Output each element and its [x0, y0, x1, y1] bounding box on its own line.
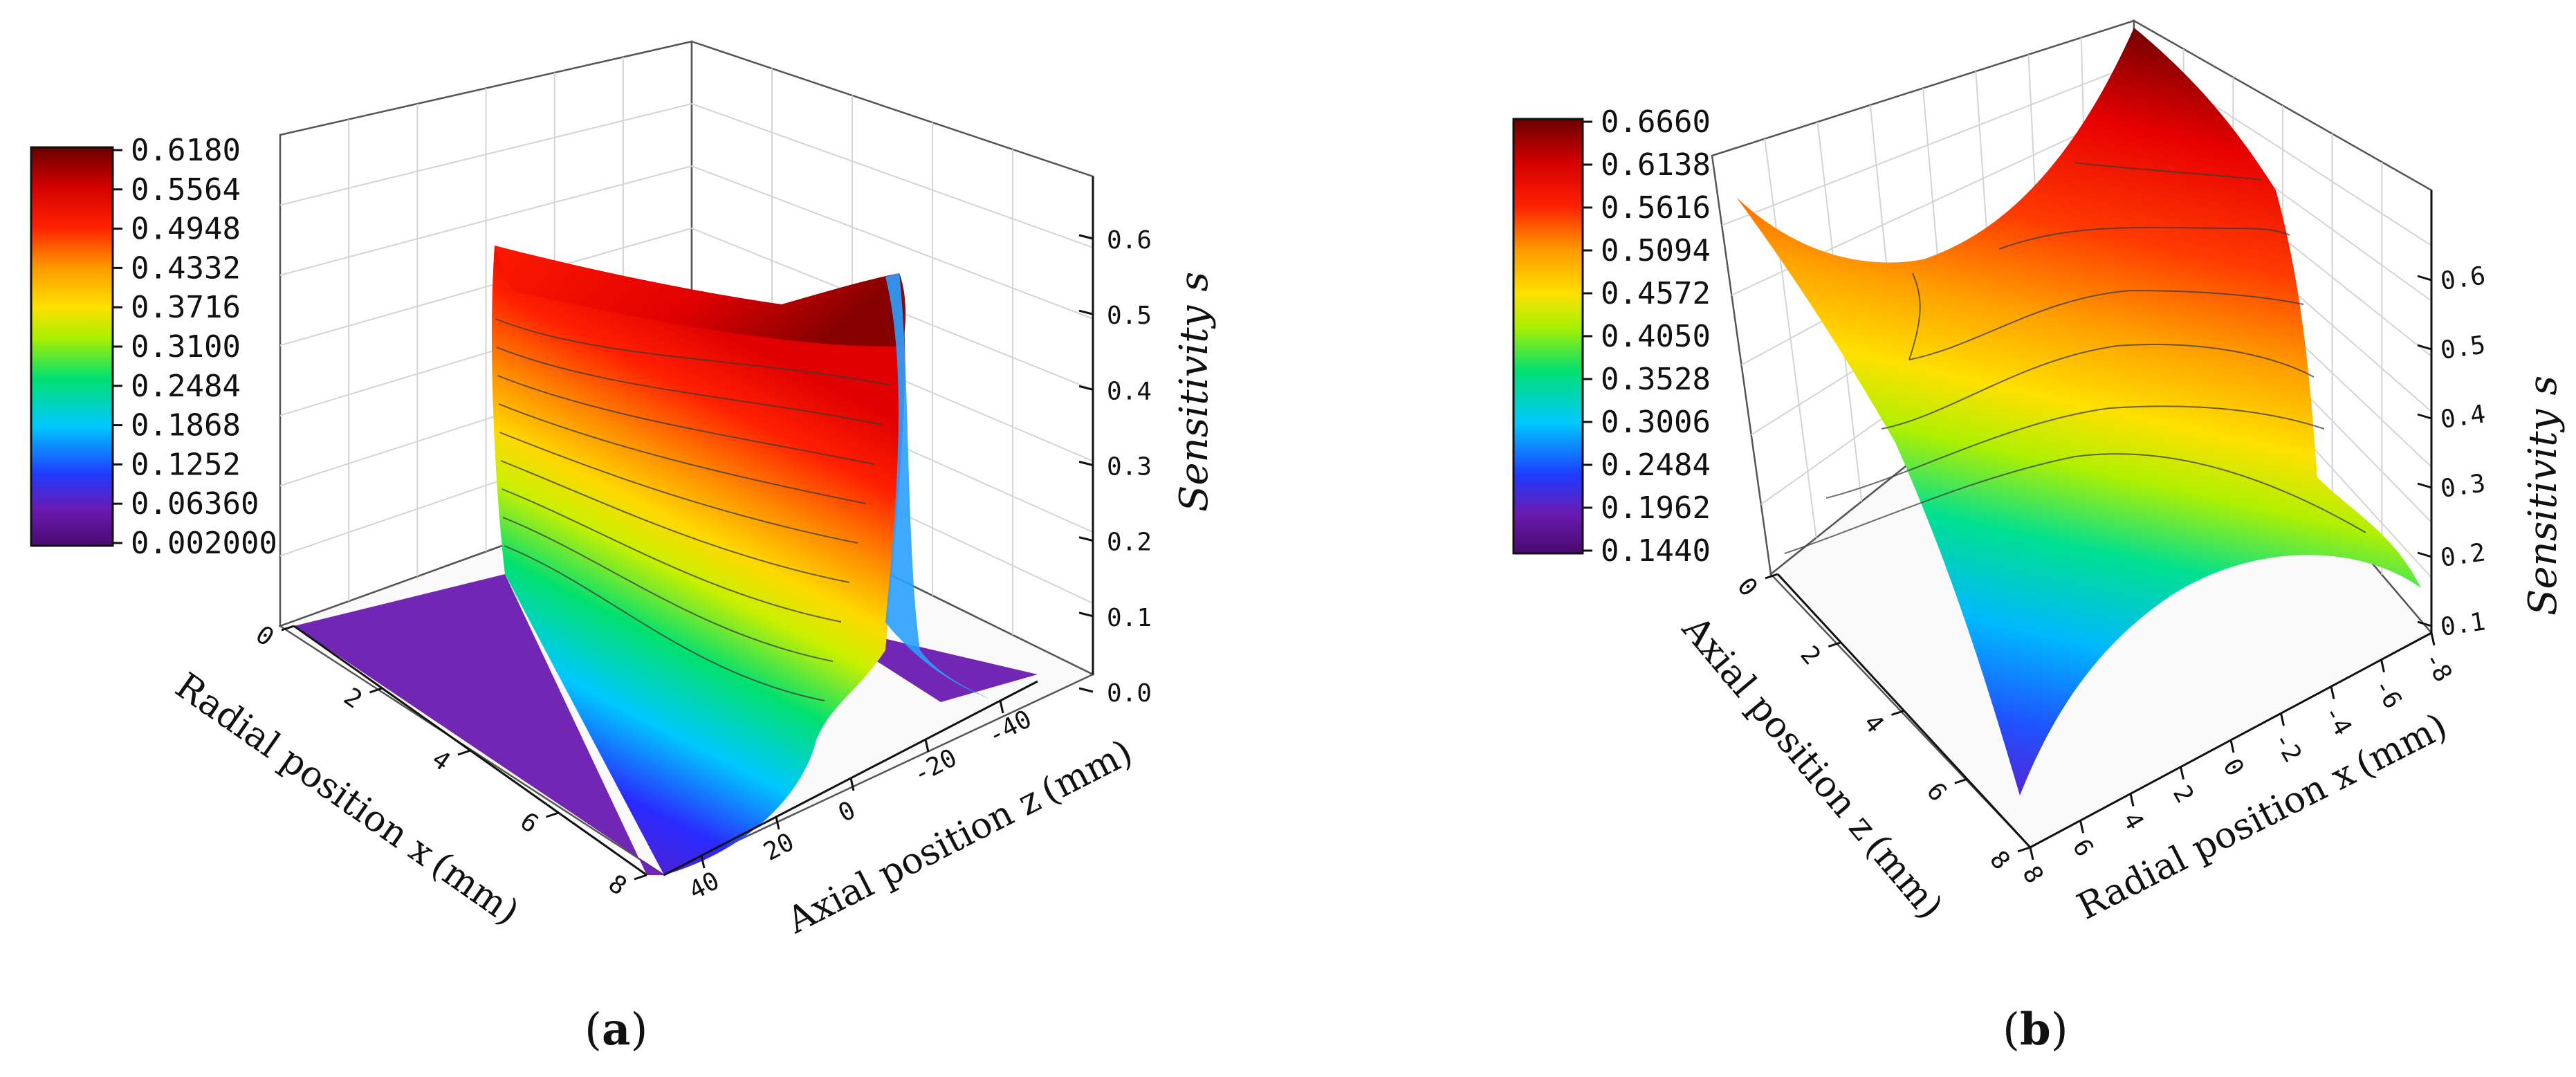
contour-line [1998, 226, 2290, 250]
x-tick-label: 0 [250, 620, 279, 652]
colorbar-a-label: 0.2484 [131, 369, 241, 404]
colorbar-b-label: 0.1440 [1601, 533, 1711, 569]
contour-line [498, 403, 867, 504]
colorbar-b-label: 0.4572 [1601, 276, 1711, 311]
surface-a-ridge [491, 246, 905, 875]
surface-a [294, 246, 1038, 875]
s-axis-b-title: Sensitivitys [2521, 376, 2566, 616]
surface-b [1736, 28, 2421, 795]
colorbar-a-ramp [30, 146, 114, 547]
contour-line [496, 347, 883, 425]
contour-line [1784, 453, 2366, 554]
z-tick-label: 0 [1731, 572, 1763, 602]
colorbar-a-label: 0.3716 [131, 290, 241, 325]
z-tick-label: 8 [1984, 845, 2015, 875]
surface-b-sheet [1736, 28, 2421, 795]
s-tick-label: 0.2 [1107, 528, 1152, 557]
contour-line [2074, 162, 2263, 181]
contour-line [1881, 344, 2315, 430]
x-tick-label: 4 [427, 745, 455, 777]
contour-line [495, 318, 892, 386]
panel-a: 0.61800.55640.49480.43320.37160.31000.24… [30, 40, 1217, 1056]
colorbar-b-label: 0.6660 [1601, 104, 1711, 140]
z-tick-label: 4 [1858, 709, 1889, 739]
x-tick-label: 8 [603, 869, 632, 901]
s-tick-label: 0.6 [2439, 261, 2487, 296]
colorbar-a-label: 0.4332 [131, 250, 241, 286]
colorbar-b-label: 0.5616 [1601, 190, 1711, 225]
panel-b-tag: (b) [2003, 1004, 2068, 1056]
s-tick-label: 0.6 [1107, 226, 1152, 255]
z-tick-label: 40 [684, 867, 724, 905]
s-tick-label: 0.4 [1107, 377, 1152, 405]
surface-a-drop [885, 273, 989, 699]
s-tick-label: 0.1 [2439, 607, 2487, 642]
s-axis-a-title: Sensitivitys [1172, 272, 1217, 512]
z-tick-label: 6 [1921, 777, 1952, 807]
contour-line [500, 460, 850, 583]
x-tick-label: 2 [2167, 781, 2199, 808]
contour-line [504, 545, 825, 701]
x-tick-label: -4 [2317, 701, 2357, 741]
x-tick-label: 8 [2016, 861, 2048, 888]
contour-line [497, 375, 875, 465]
colorbar-a-label: 0.06360 [131, 486, 259, 522]
panel-a-tag: (a) [585, 1004, 647, 1056]
z-tick-label: 2 [1794, 641, 1825, 670]
x-tick-label: 0 [2217, 754, 2249, 781]
z-tick-label: 20 [759, 828, 798, 867]
x-tick-label: -2 [2267, 727, 2307, 767]
colorbar-a-label: 0.1252 [131, 447, 241, 482]
s-axis-a: 0.0 0.1 0.2 0.3 0.4 0.5 0.6 Sensitivitys [1078, 176, 1217, 708]
x-tick-label: -6 [2368, 674, 2407, 714]
x-tick-label: 2 [338, 683, 367, 715]
s-tick-label: 0.3 [1107, 453, 1152, 481]
colorbar-b-label: 0.5094 [1601, 233, 1711, 268]
panel-b: 0.66600.61380.56160.50940.45720.40500.35… [1512, 19, 2566, 1056]
s-tick-label: 0.5 [2439, 331, 2487, 365]
colorbar-a-label: 0.002000 [131, 526, 277, 561]
contour-line [1908, 273, 1921, 360]
contour-line [499, 432, 858, 544]
surface-a-crest [495, 246, 906, 347]
contour-line [502, 517, 834, 662]
s-tick-label: 0.1 [1107, 604, 1152, 632]
s-tick-label: 0.0 [1107, 679, 1152, 708]
colorbar-a-label: 0.4948 [131, 212, 241, 247]
contour-line [502, 488, 842, 623]
contour-line [1825, 405, 2325, 499]
colorbar-b-label: 0.6138 [1601, 147, 1711, 183]
colorbar-b-label: 0.3528 [1601, 362, 1711, 397]
s-tick-label: 0.4 [2439, 400, 2487, 434]
colorbar-b-label: 0.3006 [1601, 405, 1711, 440]
z-tick-label: 0 [834, 796, 860, 828]
colorbar-a-label: 0.5564 [131, 172, 241, 208]
colorbar-b-ramp [1512, 118, 1584, 555]
colorbar-a-label: 0.3100 [131, 329, 241, 365]
s-tick-label: 0.5 [1107, 302, 1152, 330]
x-tick-label: 6 [515, 807, 543, 839]
x-tick-label: 4 [2117, 808, 2149, 835]
colorbar-b-label: 0.2484 [1601, 448, 1711, 483]
colorbar-b: 0.6660 0.6138 0.5616 0.5094 0.4572 0.4050 0.35… [1512, 104, 1711, 569]
surface-a-floor-left [294, 574, 664, 875]
x-tick-label: -8 [2418, 647, 2457, 687]
colorbar-a-label: 0.1868 [131, 408, 241, 443]
s-axis-b: 0.1 0.2 0.3 0.4 0.5 0.6 Sensitivitys [2417, 190, 2566, 642]
colorbar-b-label: 0.4050 [1601, 319, 1711, 354]
colorbar-a-label: 0.6180 [131, 133, 241, 168]
contour-line [1908, 289, 2304, 360]
x-tick-label: 6 [2067, 834, 2099, 861]
s-tick-label: 0.2 [2439, 538, 2487, 573]
colorbar-b-label: 0.1962 [1601, 490, 1711, 526]
s-tick-label: 0.3 [2439, 469, 2487, 504]
